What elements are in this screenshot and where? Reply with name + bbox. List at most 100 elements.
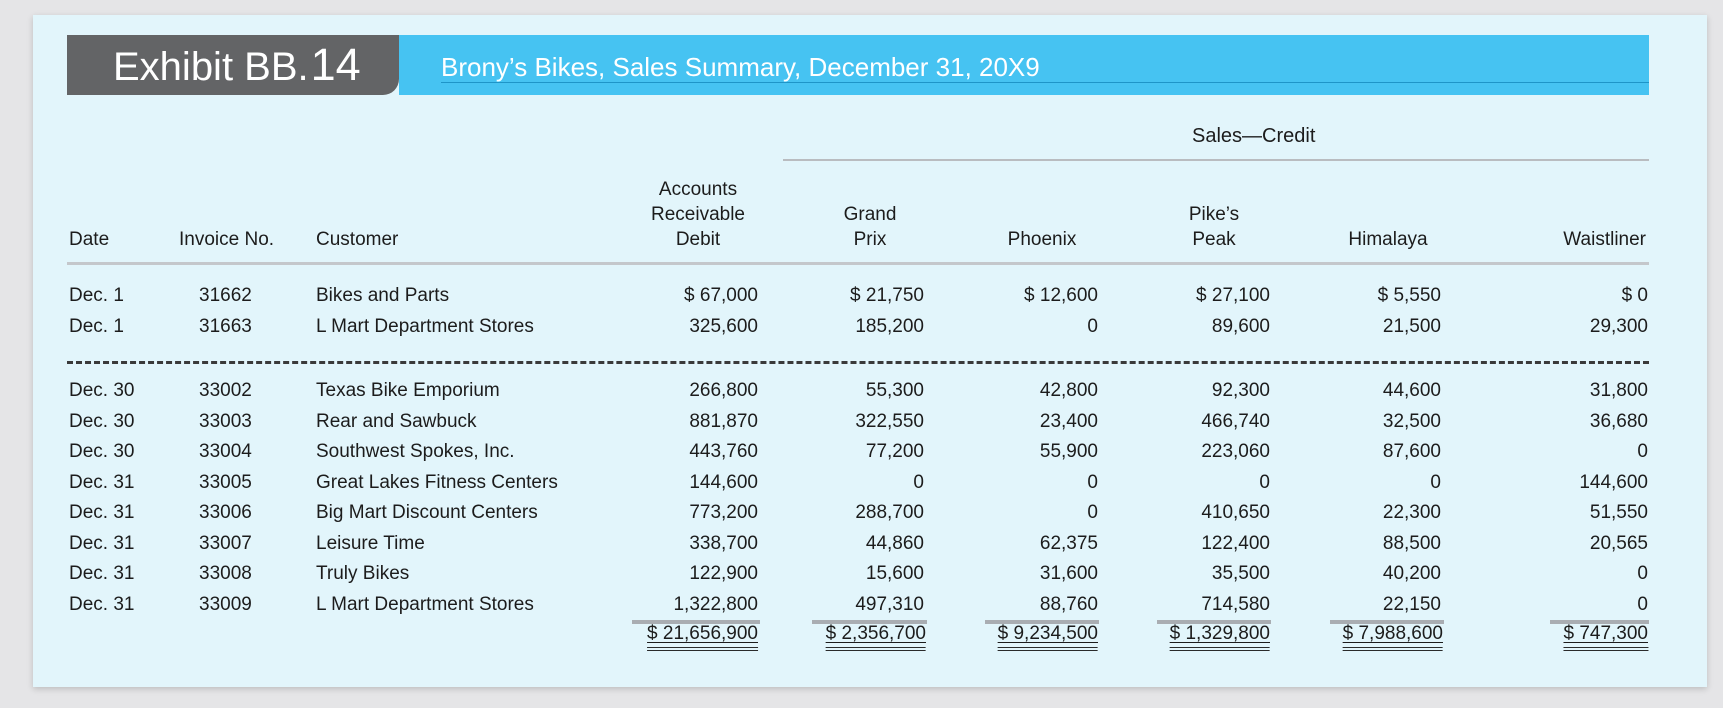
cell-date: Dec. 31 <box>69 563 135 584</box>
cell-waistliner: 51,550 <box>1589 502 1648 523</box>
cell-waistliner: 20,565 <box>1589 532 1648 554</box>
cell-waistliner: $ 0 <box>1621 285 1648 306</box>
cell-pikes-peak: 466,740 <box>1201 410 1270 432</box>
cell-date: Dec. 30 <box>69 441 135 462</box>
cell-himalaya: 40,200 <box>1382 563 1441 584</box>
cell-invoice: 33005 <box>199 471 252 493</box>
exhibit-num: 14 <box>310 39 361 90</box>
header-waistliner: Waistliner <box>1563 229 1646 250</box>
cell-grand-prix: 55,300 <box>865 380 924 401</box>
header-pikes-peak-line2: Peak <box>1192 229 1236 250</box>
cell-waistliner: 0 <box>1637 593 1648 615</box>
header-grand-prix-line1: Grand <box>843 204 897 225</box>
cell-phoenix: 0 <box>1087 471 1098 493</box>
cell-date: Dec. 30 <box>69 380 135 401</box>
header-date: Date <box>69 229 110 250</box>
total-rule <box>1157 620 1271 624</box>
cell-invoice: 33007 <box>199 532 252 554</box>
cell-phoenix: 31,600 <box>1039 563 1098 584</box>
cell-customer: Bikes and Parts <box>316 285 450 306</box>
cell-grand-prix: 77,200 <box>865 441 924 462</box>
total-rule <box>985 620 1099 624</box>
header-pikes-peak-line1: Pike’s <box>1188 204 1240 225</box>
header-himalaya: Himalaya <box>1348 229 1428 250</box>
cell-waistliner: 36,680 <box>1589 410 1648 432</box>
cell-grand-prix: 322,550 <box>855 410 924 432</box>
cell-pikes-peak: 122,400 <box>1201 532 1270 554</box>
cell-grand-prix: 497,310 <box>855 593 924 615</box>
cell-invoice: 31663 <box>199 315 252 337</box>
cell-himalaya: 21,500 <box>1382 315 1441 337</box>
header-ar-line3: Debit <box>675 229 721 250</box>
cell-customer: Rear and Sawbuck <box>316 410 477 432</box>
cell-phoenix: 62,375 <box>1039 532 1098 554</box>
total-rule <box>632 620 760 624</box>
total-ar: $ 21,656,900 <box>647 622 758 651</box>
cell-himalaya: 44,600 <box>1382 380 1441 401</box>
exhibit-title: Brony’s Bikes, Sales Summary, December 3… <box>441 52 1040 82</box>
cell-customer: Big Mart Discount Centers <box>316 502 538 523</box>
cell-date: Dec. 31 <box>69 593 135 615</box>
cell-invoice: 33009 <box>199 593 252 615</box>
cell-pikes-peak: 89,600 <box>1211 315 1270 337</box>
sales-credit-rule <box>783 159 1649 161</box>
omitted-rows-divider <box>67 361 1649 364</box>
cell-ar: 325,600 <box>689 315 758 337</box>
cell-phoenix: 0 <box>1087 315 1098 337</box>
cell-himalaya: $ 5,550 <box>1377 285 1441 306</box>
total-rule <box>812 620 927 624</box>
cell-invoice: 33002 <box>199 380 252 401</box>
cell-phoenix: $ 12,600 <box>1024 285 1098 306</box>
cell-pikes-peak: 714,580 <box>1201 593 1270 615</box>
cell-ar: $ 67,000 <box>684 285 758 306</box>
total-pikes-peak: $ 1,329,800 <box>1169 622 1270 651</box>
cell-pikes-peak: 410,650 <box>1201 502 1270 523</box>
total-rule <box>1550 620 1649 624</box>
cell-himalaya: 0 <box>1430 471 1441 493</box>
cell-ar: 881,870 <box>689 410 758 432</box>
cell-pikes-peak: $ 27,100 <box>1196 285 1270 306</box>
sales-credit-header: Sales—Credit <box>1192 125 1316 147</box>
cell-waistliner: 31,800 <box>1589 380 1648 401</box>
cell-waistliner: 0 <box>1637 441 1648 462</box>
total-himalaya: $ 7,988,600 <box>1342 622 1443 651</box>
cell-grand-prix: 0 <box>913 471 924 493</box>
exhibit-number: Exhibit BB.14 <box>113 39 361 93</box>
cell-customer: Southwest Spokes, Inc. <box>316 441 515 462</box>
cell-customer: Texas Bike Emporium <box>316 380 500 401</box>
cell-date: Dec. 31 <box>69 532 135 554</box>
total-phoenix: $ 9,234,500 <box>997 622 1098 651</box>
cell-customer: L Mart Department Stores <box>316 593 534 615</box>
cell-himalaya: 22,300 <box>1382 502 1441 523</box>
cell-pikes-peak: 0 <box>1259 471 1270 493</box>
cell-grand-prix: 15,600 <box>865 563 924 584</box>
cell-invoice: 33004 <box>199 441 252 462</box>
cell-ar: 338,700 <box>689 532 758 554</box>
total-rule <box>1330 620 1444 624</box>
cell-date: Dec. 1 <box>69 315 124 337</box>
cell-himalaya: 87,600 <box>1382 441 1441 462</box>
cell-invoice: 33008 <box>199 563 252 584</box>
cell-ar: 1,322,800 <box>673 593 758 615</box>
cell-date: Dec. 31 <box>69 471 135 493</box>
exhibit-sheet <box>33 15 1707 687</box>
cell-ar: 144,600 <box>689 471 758 493</box>
cell-himalaya: 32,500 <box>1382 410 1441 432</box>
total-grand-prix: $ 2,356,700 <box>825 622 926 651</box>
cell-himalaya: 22,150 <box>1382 593 1441 615</box>
cell-phoenix: 23,400 <box>1039 410 1098 432</box>
cell-himalaya: 88,500 <box>1382 532 1441 554</box>
cell-waistliner: 29,300 <box>1589 315 1648 337</box>
cell-grand-prix: 44,860 <box>865 532 924 554</box>
title-underline <box>441 82 1649 83</box>
cell-customer: L Mart Department Stores <box>316 315 534 337</box>
cell-invoice: 31662 <box>199 285 252 306</box>
cell-customer: Leisure Time <box>316 532 425 554</box>
cell-date: Dec. 31 <box>69 502 135 523</box>
header-ar-line1: Accounts <box>658 179 738 200</box>
header-ar-line2: Receivable <box>651 204 745 225</box>
cell-pikes-peak: 35,500 <box>1211 563 1270 584</box>
header-grand-prix-line2: Prix <box>853 229 887 250</box>
cell-date: Dec. 1 <box>69 285 124 306</box>
header-invoice: Invoice No. <box>179 229 275 250</box>
